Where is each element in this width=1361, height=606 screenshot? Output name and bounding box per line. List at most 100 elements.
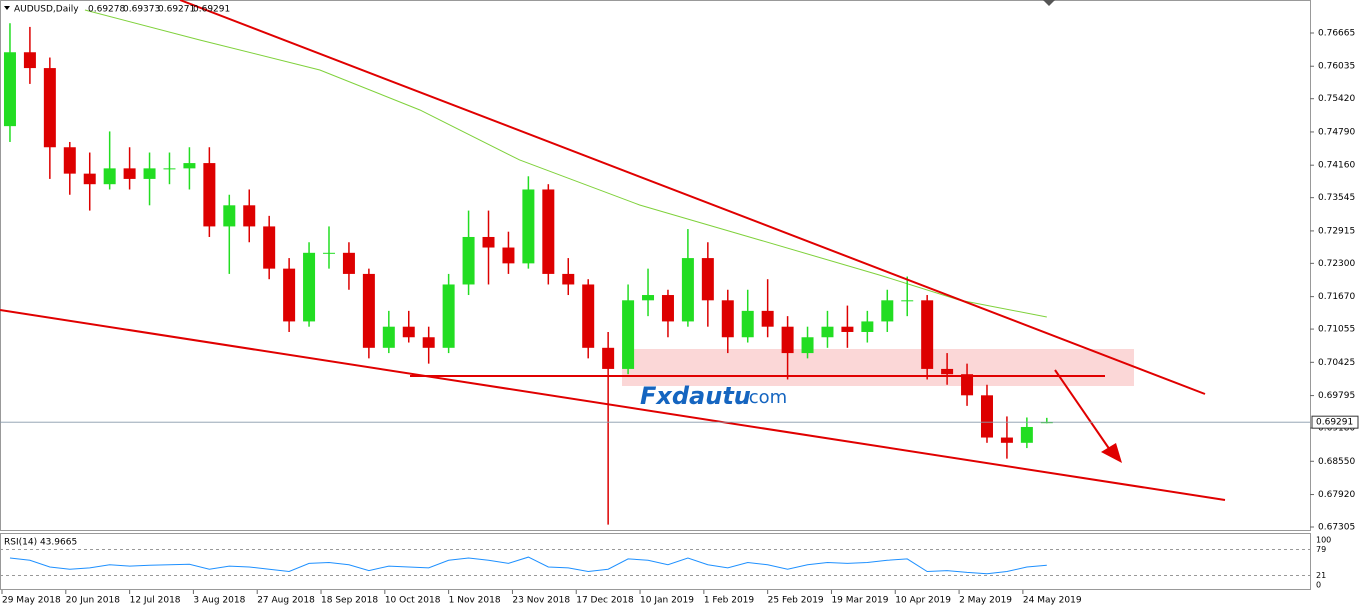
y-tick-label: 0.76665 bbox=[1318, 28, 1355, 38]
candle-body bbox=[382, 326, 395, 348]
candle-body bbox=[143, 168, 156, 179]
candle-body bbox=[482, 236, 495, 248]
candle-body bbox=[223, 205, 236, 227]
forecast-arrow bbox=[1054, 369, 1111, 451]
candle-body bbox=[761, 310, 774, 327]
x-tick-label: 1 Nov 2018 bbox=[449, 596, 501, 606]
candle-body bbox=[342, 252, 355, 274]
candle-body bbox=[303, 252, 316, 322]
candle-body bbox=[602, 347, 615, 369]
y-tick-label: 0.74790 bbox=[1318, 127, 1355, 137]
rsi-tick-label: 100 bbox=[1316, 536, 1331, 545]
rsi-title: RSI(14) 43.9665 bbox=[4, 538, 77, 548]
candle-body bbox=[582, 284, 595, 348]
candle-body bbox=[83, 173, 96, 185]
candle-body bbox=[283, 268, 296, 322]
x-tick-label: 27 Aug 2018 bbox=[257, 596, 315, 606]
header-ohlc: 0.69373 bbox=[123, 5, 160, 15]
candle-body bbox=[63, 147, 76, 174]
x-tick-label: 12 Jul 2018 bbox=[130, 596, 181, 606]
x-tick-label: 3 Aug 2018 bbox=[193, 596, 245, 606]
rsi-frame bbox=[0, 533, 1311, 590]
candle-body bbox=[681, 258, 694, 322]
candle-body bbox=[861, 321, 874, 332]
candle-body bbox=[781, 326, 794, 354]
candle-body bbox=[542, 189, 555, 274]
header-ohlc: 0.69291 bbox=[193, 5, 230, 15]
header-ohlc: 0.69278 bbox=[88, 5, 125, 15]
rsi-tick-label: 79 bbox=[1316, 545, 1326, 554]
candle-body bbox=[941, 368, 954, 375]
x-tick-label: 24 May 2019 bbox=[1023, 596, 1082, 606]
y-tick-label: 0.74160 bbox=[1318, 161, 1355, 171]
arrow-head bbox=[1101, 443, 1122, 463]
x-tick-label: 1 Feb 2019 bbox=[704, 596, 755, 606]
y-tick-label: 0.73545 bbox=[1318, 193, 1355, 203]
candle-body bbox=[522, 189, 535, 264]
symbol: AUDUSD,Daily bbox=[14, 5, 79, 15]
candle-body bbox=[402, 326, 415, 338]
candle-body bbox=[502, 247, 515, 264]
candle-body bbox=[103, 168, 116, 185]
candle-body bbox=[163, 168, 176, 170]
price-frame bbox=[0, 0, 1311, 531]
candle-body bbox=[661, 295, 674, 322]
candle-body bbox=[901, 300, 914, 302]
candle-body bbox=[741, 310, 754, 338]
candle-body bbox=[642, 295, 655, 301]
candle-body bbox=[881, 300, 894, 322]
y-tick-label: 0.76035 bbox=[1318, 62, 1355, 72]
y-tick-label: 0.72300 bbox=[1318, 259, 1355, 269]
candle-body bbox=[1020, 426, 1033, 443]
x-tick-label: 25 Feb 2019 bbox=[768, 596, 824, 606]
x-tick-label: 29 May 2018 bbox=[2, 596, 61, 606]
candle-body bbox=[622, 300, 635, 369]
current-price-box bbox=[1311, 415, 1359, 429]
candle-body bbox=[322, 252, 335, 254]
moving-average bbox=[84, 9, 1047, 318]
candle-body bbox=[422, 337, 435, 348]
x-tick-label: 20 Jun 2018 bbox=[66, 596, 120, 606]
candle-body bbox=[243, 205, 256, 227]
candle-body bbox=[821, 326, 834, 338]
candle-body bbox=[1040, 422, 1053, 424]
x-tick-label: 2 May 2019 bbox=[959, 596, 1012, 606]
candle-body bbox=[362, 273, 375, 348]
candle-body bbox=[442, 284, 455, 348]
resistance-zone bbox=[622, 349, 1134, 386]
candle-body bbox=[203, 163, 216, 227]
y-tick-label: 0.72915 bbox=[1318, 226, 1355, 236]
x-tick-label: 10 Apr 2019 bbox=[895, 596, 951, 606]
candle-body bbox=[701, 258, 714, 301]
candle-body bbox=[263, 226, 276, 269]
candle-body bbox=[43, 68, 56, 148]
y-tick-label: 0.67920 bbox=[1318, 490, 1355, 500]
y-tick-label: 0.70425 bbox=[1318, 358, 1355, 368]
candle-body bbox=[961, 374, 974, 396]
y-tick-label: 0.75420 bbox=[1318, 94, 1355, 104]
x-tick-label: 10 Jan 2019 bbox=[640, 596, 694, 606]
rsi-tick-label: 21 bbox=[1316, 571, 1326, 580]
candle-body bbox=[3, 52, 16, 127]
y-tick-label: 0.69795 bbox=[1318, 391, 1355, 401]
x-tick-label: 23 Nov 2018 bbox=[512, 596, 570, 606]
y-tick-label: 0.71670 bbox=[1318, 292, 1355, 302]
candle-body bbox=[721, 300, 734, 338]
upper-trendline bbox=[179, 0, 1206, 395]
candle-body bbox=[123, 168, 136, 179]
y-tick-label: 0.68550 bbox=[1318, 457, 1355, 467]
rsi-tick-label: 0 bbox=[1316, 581, 1321, 590]
candle-body bbox=[183, 163, 196, 169]
x-tick-label: 18 Sep 2018 bbox=[321, 596, 378, 606]
current-price-label: 0.69291 bbox=[1316, 418, 1353, 428]
rsi-line bbox=[9, 556, 1047, 575]
candle-body bbox=[921, 300, 934, 369]
header-ohlc: 0.69271 bbox=[158, 5, 195, 15]
candle-body bbox=[1000, 437, 1013, 443]
candle-body bbox=[562, 273, 575, 285]
candle-body bbox=[462, 236, 475, 285]
scroll-marker bbox=[1043, 0, 1055, 6]
candle-body bbox=[801, 337, 814, 354]
candle-body bbox=[980, 395, 993, 438]
